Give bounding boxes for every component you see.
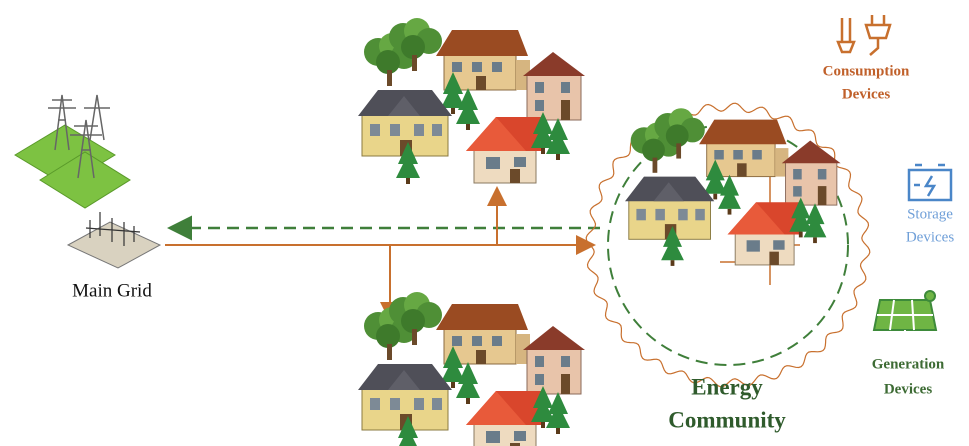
main-grid-label: Main Grid [72,280,152,301]
generation-label: Generation [872,356,945,372]
community-houses [625,108,841,266]
main-grid-icon [15,95,160,268]
neighborhood [358,292,585,446]
consumption-label: Consumption [823,63,910,79]
community-label: Energy [691,374,763,399]
generation-label: Devices [884,381,932,397]
diagram: Main Grid Energy Community Consumption D… [0,0,969,446]
storage-label: Devices [906,229,954,245]
storage-label: Storage [907,206,953,222]
consumption-label: Devices [842,86,890,102]
neighborhood [358,18,585,184]
generation-icon [874,291,936,340]
community-label: Community [668,407,786,432]
consumption-icon [838,15,890,55]
storage-icon [909,165,951,200]
